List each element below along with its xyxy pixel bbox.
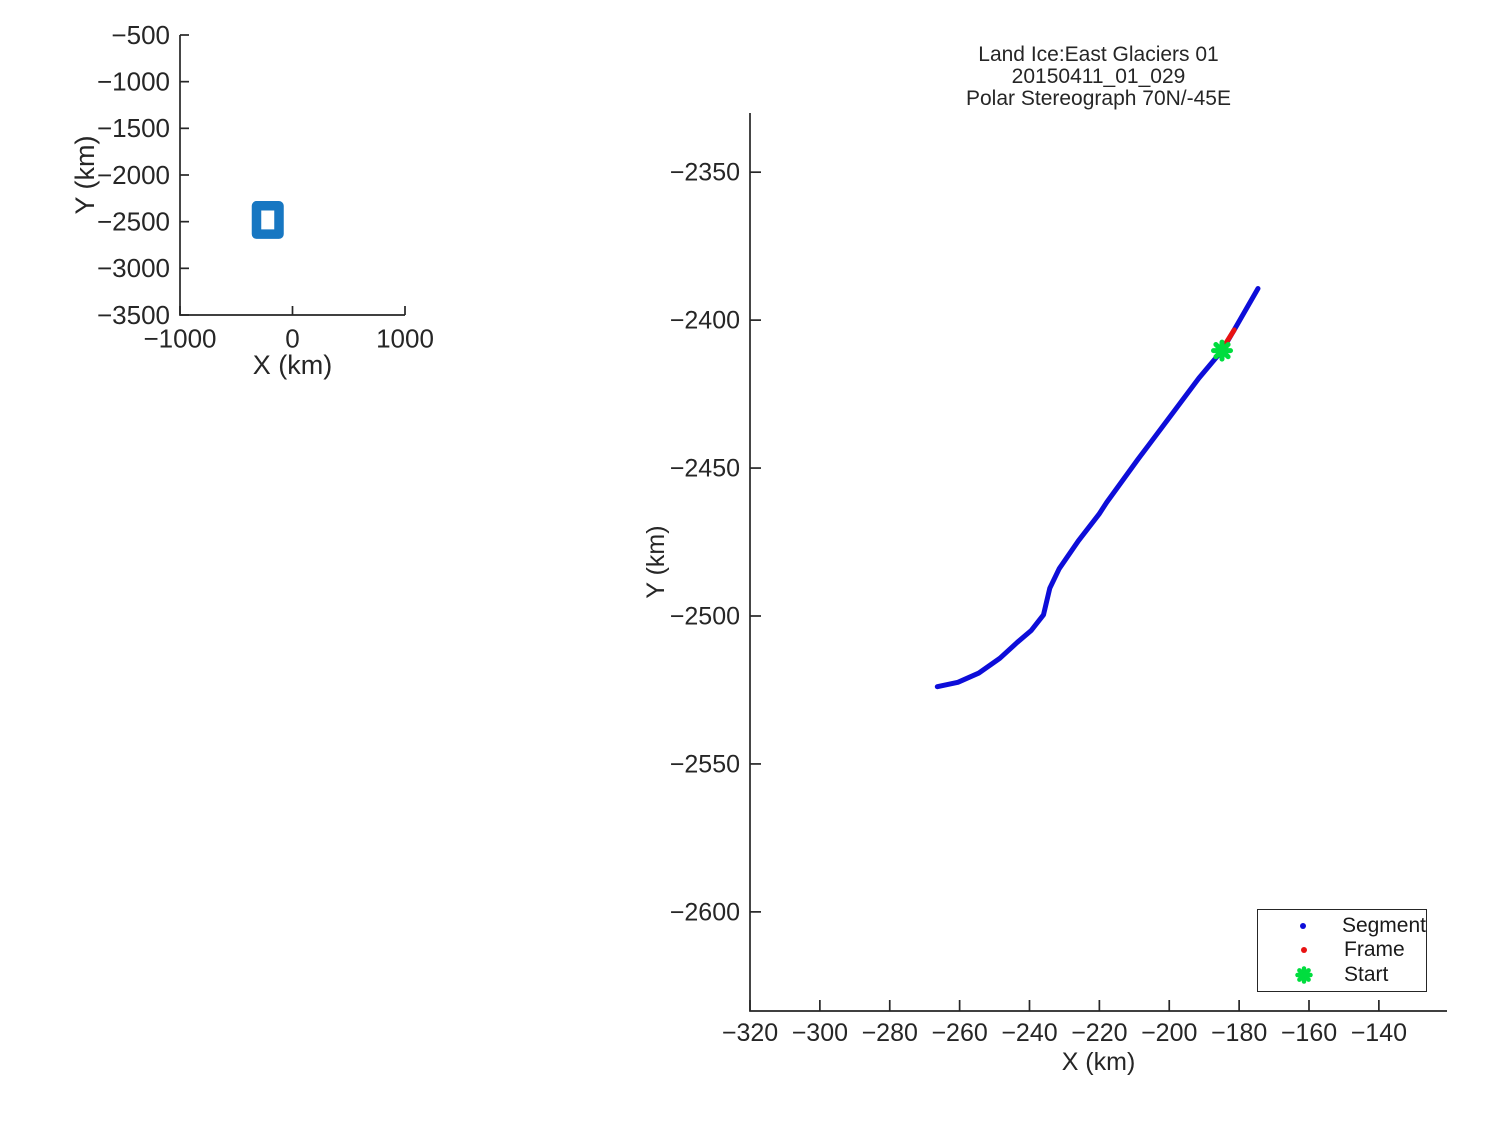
overview-y-tick-label: −3500 [97, 300, 170, 330]
start-marker-arm [1213, 341, 1231, 360]
overview-y-tick-label: −1500 [97, 113, 170, 143]
overview-x-tick-label: 0 [285, 323, 299, 353]
frame-dot-icon [1295, 947, 1313, 954]
track-y-tick-label: −2450 [670, 455, 740, 483]
title-line-3: Polar Stereograph 70N/-45E [966, 87, 1231, 110]
overview-y-tick-label: −2500 [97, 207, 170, 237]
title-line-2: 20150411_01_029 [1011, 65, 1186, 88]
track-x-tick-label: −200 [1141, 1019, 1197, 1047]
track-y-tick-label: −2400 [670, 307, 740, 335]
legend: Segment Frame Start [1257, 909, 1427, 992]
track-x-tick-label: −180 [1211, 1019, 1267, 1047]
overview-x-tick-label: −1000 [143, 323, 216, 353]
legend-item-frame: Frame [1258, 938, 1426, 962]
title-line-1: Land Ice:East Glaciers 01 [978, 43, 1219, 66]
overview-y-axis-label: Y (km) [70, 135, 100, 215]
track-y-tick-label: −2350 [670, 159, 740, 187]
overview-x-tick-label: 1000 [376, 323, 434, 353]
legend-item-start: Start [1258, 963, 1426, 987]
legend-item-segment: Segment [1258, 914, 1426, 938]
overview-y-tick-label: −1000 [97, 67, 170, 97]
track-y-tick-label: −2600 [670, 898, 740, 926]
track-x-tick-label: −160 [1281, 1019, 1337, 1047]
track-x-tick-label: −140 [1351, 1019, 1407, 1047]
track-x-tick-label: −320 [722, 1019, 778, 1047]
segment-track [934, 286, 1261, 690]
overview-y-tick-label: −2000 [97, 160, 170, 190]
overview-x-axis-label: X (km) [252, 350, 333, 380]
coverage-extent-box [251, 201, 284, 239]
track-y-tick-label: −2550 [670, 750, 740, 778]
legend-label-segment: Segment [1341, 914, 1426, 938]
overview-y-tick-label: −500 [111, 20, 170, 50]
legend-label-frame: Frame [1344, 938, 1405, 962]
start-marker [1211, 339, 1234, 362]
track-x-tick-label: −220 [1071, 1019, 1127, 1047]
track-axis-spines [749, 113, 1447, 1012]
overview-y-tick-label: −3000 [97, 253, 170, 283]
frame-track [1223, 327, 1237, 347]
track-x-tick-label: −300 [792, 1019, 848, 1047]
track-x-tick-label: −260 [931, 1019, 987, 1047]
track-x-axis-label: X (km) [1061, 1048, 1136, 1076]
track-y-axis-label: Y (km) [642, 525, 670, 599]
track-y-tick-label: −2500 [670, 602, 740, 630]
track-x-tick-label: −280 [862, 1019, 918, 1047]
plot-title: Land Ice:East Glaciers 01 20150411_01_02… [750, 44, 1447, 110]
track-plot: −320 −300 −280 −260 −240 −220 −200 −180 −160 −140… [670, 113, 1447, 1047]
overview-plot: −1000 0 1000 −500 −1000 −1500 −2000 −2500 −3000 −… [97, 20, 434, 353]
legend-label-start: Start [1344, 962, 1389, 986]
start-asterisk-icon [1295, 966, 1313, 984]
track-x-tick-label: −240 [1001, 1019, 1057, 1047]
overview-axis-spines [179, 35, 405, 316]
segment-dot-icon [1295, 923, 1311, 930]
